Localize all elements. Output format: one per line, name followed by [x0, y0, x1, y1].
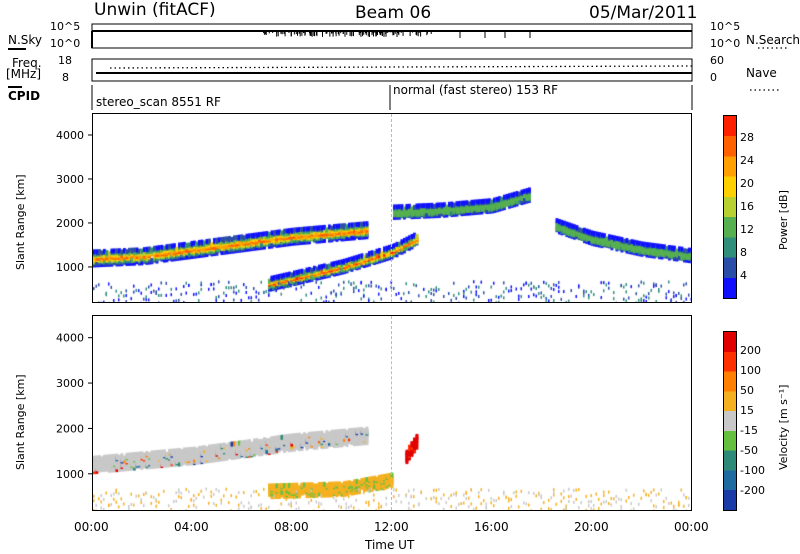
velocity-heatmap	[93, 316, 691, 510]
freq-unit: [MHz]	[6, 67, 42, 81]
velocity-colorbar-tick: 15	[740, 404, 754, 417]
power-colorbar-tick: 28	[740, 131, 754, 144]
velocity-colorbar-tick: 200	[740, 344, 761, 357]
y-tick-label: 3000	[56, 173, 84, 186]
power-yaxis: 1000 2000 3000 4000	[56, 129, 92, 274]
power-colorbar-tick: 12	[740, 223, 754, 236]
status-panels	[8, 23, 788, 110]
nsky-panel-frame	[91, 23, 693, 49]
y-tick-label: 4000	[56, 129, 84, 142]
x-tick-label: 12:00	[374, 520, 409, 534]
power-heatmap	[93, 114, 691, 302]
station-title: Unwin (fitACF)	[94, 0, 216, 20]
velocity-plot-area	[92, 315, 692, 511]
power-colorbar-label: Power [dB]	[777, 190, 790, 250]
velocity-ylabel: Slant Range [km]	[14, 374, 27, 470]
velocity-colorbar	[723, 331, 737, 511]
nave-tick-low: 0	[710, 71, 717, 84]
x-tick-label: 04:00	[174, 520, 209, 534]
velocity-colorbar-ticks: 200 100 50 15 -15 -50 -100 -200	[740, 331, 785, 511]
freq-label: Freq.	[12, 56, 42, 70]
nsky-tick-high: 10^5	[50, 20, 81, 33]
y-tick-label: 2000	[56, 422, 84, 435]
nsky-tick-low: 10^0	[50, 37, 81, 50]
velocity-colorbar-tick: -100	[740, 464, 765, 477]
velocity-midday-marker	[391, 316, 392, 510]
power-ylabel: Slant Range [km]	[14, 174, 27, 270]
x-tick-label: 00:00	[674, 520, 709, 534]
velocity-yaxis: 1000 2000 3000 4000	[56, 332, 92, 481]
nsky-spikes	[263, 31, 531, 38]
x-axis-label: Time UT	[365, 538, 415, 552]
y-tick-label: 1000	[56, 261, 84, 274]
velocity-colorbar-tick: 50	[740, 384, 754, 397]
x-tick-label: 00:00	[74, 520, 109, 534]
nave-tick-high: 60	[710, 54, 724, 67]
beam-title: Beam 06	[355, 3, 432, 23]
x-tick-label: 08:00	[274, 520, 309, 534]
y-tick-label: 2000	[56, 217, 84, 230]
freq-tick-low: 8	[62, 71, 69, 84]
power-colorbar-tick: 8	[740, 246, 747, 259]
power-colorbar-tick: 4	[740, 269, 747, 282]
power-colorbar	[723, 115, 737, 299]
velocity-colorbar-tick: -50	[740, 444, 758, 457]
velocity-colorbar-tick: -200	[740, 484, 765, 497]
x-tick-label: 20:00	[574, 520, 609, 534]
x-axis-ticks: 00:00 04:00 08:00 12:00 16:00 20:00 00:00	[0, 520, 800, 540]
nsearch-tick-high: 10^5	[710, 20, 741, 33]
freq-tick-high: 18	[58, 54, 72, 67]
velocity-colorbar-tick: 100	[740, 364, 761, 377]
cpid-label: CPID	[8, 89, 41, 103]
power-midday-marker	[391, 114, 392, 302]
velocity-colorbar-tick: -15	[740, 424, 758, 437]
x-tick-label: 16:00	[474, 520, 509, 534]
nave-dotted-line	[109, 65, 693, 69]
power-plot-area	[92, 113, 692, 303]
y-tick-label: 4000	[56, 332, 84, 345]
freq-panel-frame	[91, 58, 693, 82]
y-tick-label: 3000	[56, 377, 84, 390]
y-tick-label: 1000	[56, 468, 84, 481]
nsearch-label: N.Search	[746, 33, 800, 47]
cpid-mode-2: normal (fast stereo) 153 RF	[393, 83, 559, 97]
cpid-mode-1: stereo_scan 8551 RF	[96, 95, 221, 109]
power-colorbar-tick: 16	[740, 200, 754, 213]
velocity-colorbar-label: Velocity [m s⁻¹]	[777, 384, 790, 470]
nave-label: Nave	[746, 66, 777, 80]
nsky-label: N.Sky	[8, 33, 43, 47]
nsearch-tick-low: 10^0	[710, 37, 741, 50]
power-colorbar-tick: 24	[740, 154, 754, 167]
power-colorbar-ticks: 4 8 12 16 20 24 28	[740, 115, 770, 299]
power-colorbar-tick: 20	[740, 177, 754, 190]
date-title: 05/Mar/2011	[589, 3, 698, 23]
